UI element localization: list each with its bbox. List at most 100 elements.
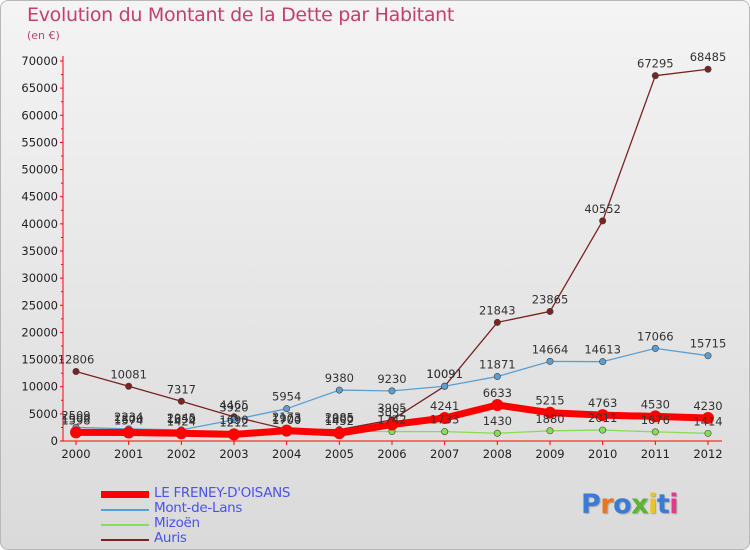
data-label: 3920 bbox=[219, 401, 248, 415]
data-point bbox=[386, 418, 398, 431]
data-point bbox=[388, 387, 396, 395]
data-point bbox=[122, 426, 135, 439]
data-label: 21843 bbox=[479, 303, 516, 317]
y-tick-label: 70000 bbox=[21, 54, 58, 68]
data-point bbox=[599, 426, 607, 434]
data-label: 10081 bbox=[110, 367, 147, 381]
data-point bbox=[283, 405, 291, 413]
y-tick-label: 45000 bbox=[21, 190, 58, 204]
legend-label-mizoen: Mizoën bbox=[154, 515, 200, 531]
x-tick-label: 2001 bbox=[114, 447, 143, 461]
data-label: 2085 bbox=[325, 411, 354, 425]
x-tick-label: 2006 bbox=[377, 447, 406, 461]
y-tick-label: 40000 bbox=[21, 217, 58, 231]
data-point bbox=[441, 428, 449, 436]
logo-letter: x bbox=[631, 489, 649, 520]
data-label: 3032 bbox=[377, 406, 406, 420]
legend-swatch-auris bbox=[101, 539, 149, 541]
data-point bbox=[704, 65, 712, 73]
data-label: 9230 bbox=[377, 372, 406, 386]
x-tick-label: 2005 bbox=[325, 447, 354, 461]
data-point bbox=[544, 406, 556, 419]
logo-letter: P bbox=[581, 489, 601, 520]
data-label: 1800 bbox=[114, 412, 143, 426]
x-tick-label: 2011 bbox=[641, 447, 670, 461]
data-label: 40552 bbox=[584, 202, 621, 216]
data-label: 3905 bbox=[377, 401, 406, 415]
x-tick-label: 2007 bbox=[430, 447, 459, 461]
data-label: 1742 bbox=[377, 413, 406, 427]
data-point bbox=[651, 344, 659, 352]
chart-title: Evolution du Montant de la Dette par Hab… bbox=[27, 4, 455, 26]
data-point bbox=[441, 382, 449, 390]
data-label: 6633 bbox=[483, 386, 512, 400]
data-label: 1574 bbox=[114, 413, 143, 427]
data-label: 2011 bbox=[588, 411, 617, 425]
data-label: 1900 bbox=[61, 412, 90, 426]
data-label: 11871 bbox=[479, 358, 516, 372]
data-label: 10091 bbox=[426, 367, 463, 381]
logo-letter: t bbox=[656, 489, 670, 520]
data-point bbox=[70, 426, 82, 439]
y-tick-label: 55000 bbox=[21, 135, 58, 149]
data-point bbox=[702, 412, 714, 425]
data-label: 1430 bbox=[483, 414, 512, 428]
data-label: 1598 bbox=[61, 413, 90, 427]
x-tick-label: 2010 bbox=[588, 447, 617, 461]
data-label: 1690 bbox=[219, 413, 248, 427]
data-label: 1424 bbox=[167, 414, 196, 428]
data-label: 23865 bbox=[532, 292, 569, 306]
data-label: 4241 bbox=[430, 399, 459, 413]
legend-swatch-le-freney bbox=[101, 491, 149, 498]
data-point bbox=[228, 428, 240, 441]
data-label: 1903 bbox=[272, 412, 301, 426]
logo-letter: i bbox=[669, 489, 679, 520]
data-label: 1414 bbox=[693, 414, 722, 428]
data-point bbox=[649, 410, 662, 423]
y-tick-label: 60000 bbox=[21, 108, 58, 122]
data-point bbox=[491, 398, 504, 411]
x-tick-label: 2008 bbox=[483, 447, 512, 461]
data-point bbox=[175, 427, 188, 440]
y-tick-label: 35000 bbox=[21, 244, 58, 258]
data-point bbox=[546, 307, 554, 315]
data-point bbox=[599, 358, 607, 366]
data-label: 2173 bbox=[272, 410, 301, 424]
data-point bbox=[546, 427, 554, 435]
data-point bbox=[651, 72, 659, 80]
y-tick-label: 0 bbox=[51, 434, 58, 448]
data-point bbox=[280, 424, 293, 437]
x-tick-label: 2003 bbox=[219, 447, 248, 461]
x-tick-label: 2000 bbox=[61, 447, 90, 461]
data-label: 1676 bbox=[641, 413, 670, 427]
y-tick-label: 15000 bbox=[21, 353, 58, 367]
data-point bbox=[704, 352, 712, 360]
data-label: 4465 bbox=[219, 398, 248, 412]
data-point bbox=[546, 357, 554, 365]
x-tick-label: 2009 bbox=[535, 447, 564, 461]
x-tick-label: 2004 bbox=[272, 447, 301, 461]
logo-letter: o bbox=[613, 489, 632, 520]
data-label: 1452 bbox=[325, 414, 354, 428]
data-label: 1700 bbox=[272, 413, 301, 427]
data-label: 67295 bbox=[637, 57, 674, 71]
logo-letter: r bbox=[600, 489, 614, 520]
data-label: 1212 bbox=[219, 415, 248, 429]
data-label: 68485 bbox=[690, 50, 727, 64]
data-label: 2045 bbox=[167, 411, 196, 425]
data-point bbox=[651, 428, 659, 436]
x-tick-label: 2012 bbox=[693, 447, 722, 461]
proxiti-logo: Proxiti bbox=[581, 489, 679, 520]
logo-letter: i bbox=[648, 489, 657, 520]
legend-swatch-mont-de-lans bbox=[101, 509, 149, 511]
data-label: 14613 bbox=[584, 343, 621, 357]
data-point bbox=[335, 386, 343, 394]
data-label: 4530 bbox=[641, 397, 670, 411]
y-tick-label: 20000 bbox=[21, 325, 58, 339]
data-point bbox=[438, 411, 451, 424]
data-label: 1880 bbox=[535, 412, 564, 426]
legend-label-mont-de-lans: Mont-de-Lans bbox=[154, 500, 243, 516]
data-label: 1850 bbox=[167, 412, 196, 426]
